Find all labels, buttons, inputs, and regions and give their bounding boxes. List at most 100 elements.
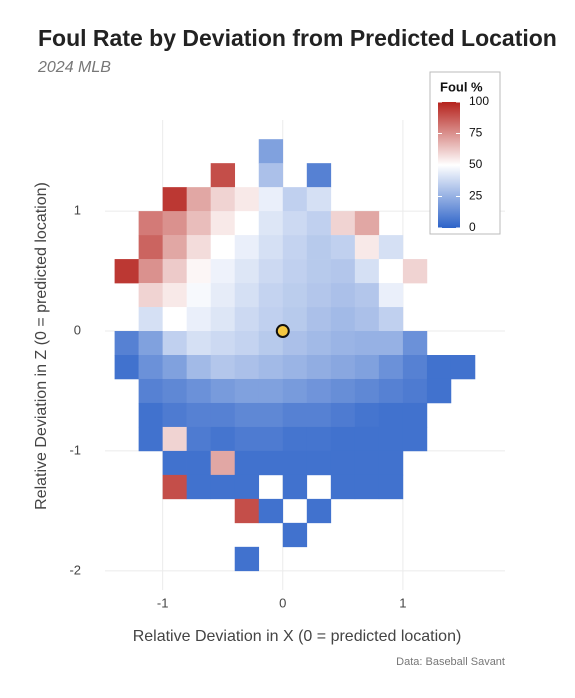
y-tick-label: 1	[74, 203, 81, 218]
heatmap-cell	[306, 163, 332, 188]
heatmap-cell	[186, 283, 212, 308]
heatmap-cell	[210, 402, 236, 428]
heatmap-cell	[210, 331, 236, 356]
heatmap-cell	[306, 402, 332, 428]
heatmap-cell	[402, 331, 428, 356]
heatmap-cell	[378, 450, 404, 476]
heatmap-cell	[378, 283, 404, 308]
heatmap-cell	[186, 211, 212, 236]
heatmap-cell	[330, 259, 356, 284]
heatmap-cell	[306, 355, 332, 380]
heatmap-cell	[402, 355, 428, 380]
heatmap-cell	[378, 474, 404, 500]
heatmap-cell	[234, 211, 260, 236]
heatmap-cell	[330, 378, 356, 404]
heatmap-cell	[234, 259, 260, 284]
heatmap-cell	[234, 187, 260, 212]
heatmap-cell	[282, 426, 308, 452]
heatmap-cell	[234, 307, 260, 332]
heatmap-cell	[114, 259, 139, 284]
heatmap-cell	[258, 498, 284, 524]
heatmap-cell	[282, 283, 308, 308]
y-tick-label: -1	[69, 442, 81, 457]
heatmap-cell	[162, 426, 187, 452]
heatmap-cell	[162, 402, 187, 428]
heatmap-cell	[162, 307, 187, 332]
heatmap-cell	[354, 450, 380, 476]
heatmap-cell	[282, 450, 308, 476]
heatmap-cell	[330, 235, 356, 260]
colorbar-label: 25	[469, 189, 483, 203]
heatmap-cell	[282, 211, 308, 236]
colorbar-label: 50	[469, 157, 483, 171]
heatmap-cell	[138, 211, 163, 236]
heatmap-cell	[282, 235, 308, 260]
heatmap-cell	[234, 450, 260, 476]
heatmap-cell	[258, 163, 284, 188]
y-axis-label: Relative Deviation in Z (0 = predicted l…	[33, 182, 50, 510]
heatmap-cell	[114, 355, 139, 380]
heatmap-cell	[402, 378, 428, 404]
heatmap-cell	[186, 378, 212, 404]
heatmap-cell	[354, 235, 380, 260]
heatmap-cell	[186, 187, 212, 212]
y-tick-label: -2	[69, 562, 81, 577]
heatmap-cell	[162, 187, 187, 212]
chart-subtitle: 2024 MLB	[37, 59, 111, 76]
heatmap-cell	[162, 450, 187, 476]
heatmap-cell	[450, 355, 476, 380]
heatmap-cell	[210, 307, 236, 332]
heatmap-cell	[354, 426, 380, 452]
heatmap-cell	[306, 211, 332, 236]
heatmap-cell	[426, 378, 452, 404]
caption: Data: Baseball Savant	[396, 656, 505, 668]
heatmap-cell	[234, 546, 260, 572]
legend-title: Foul %	[440, 79, 483, 94]
heatmap-cell	[186, 307, 212, 332]
heatmap-cell	[306, 307, 332, 332]
heatmap-cell	[210, 355, 236, 380]
heatmap-cell	[258, 426, 284, 452]
heatmap-cell	[186, 331, 212, 356]
colorbar-label: 0	[469, 220, 476, 234]
heatmap-cell	[330, 355, 356, 380]
predicted-location-marker	[275, 324, 290, 339]
heatmap-cell	[258, 378, 284, 404]
heatmap-cell	[282, 187, 308, 212]
heatmap-cell	[258, 355, 284, 380]
heatmap-cell	[354, 211, 380, 236]
heatmap-cell	[354, 307, 380, 332]
colorbar-label: 75	[469, 126, 483, 140]
heatmap-cell	[162, 211, 187, 236]
heatmap-cell	[186, 450, 212, 476]
heatmap-cell	[378, 235, 404, 260]
y-tick-label: 0	[74, 322, 81, 337]
heatmap	[114, 139, 476, 572]
heatmap-cell	[138, 426, 163, 452]
heatmap-cell	[162, 235, 187, 260]
heatmap-cell	[330, 474, 356, 500]
heatmap-cell	[234, 498, 260, 524]
heatmap-cell	[378, 402, 404, 428]
heatmap-cell	[426, 355, 452, 380]
heatmap-cell	[114, 331, 139, 356]
heatmap-cell	[210, 474, 236, 500]
heatmap-cell	[210, 283, 236, 308]
x-axis-label: Relative Deviation in X (0 = predicted l…	[133, 628, 462, 645]
heatmap-cell	[354, 474, 380, 500]
heatmap-cell	[186, 235, 212, 260]
heatmap-cell	[234, 283, 260, 308]
heatmap-cell	[330, 450, 356, 476]
heatmap-cell	[282, 378, 308, 404]
heatmap-cell	[186, 402, 212, 428]
heatmap-cell	[306, 259, 332, 284]
heatmap-cell	[186, 355, 212, 380]
heatmap-cell	[162, 283, 187, 308]
heatmap-cell	[258, 235, 284, 260]
heatmap-cell	[378, 331, 404, 356]
heatmap-cell	[138, 259, 163, 284]
heatmap-cell	[234, 235, 260, 260]
heatmap-cell	[162, 331, 187, 356]
heatmap-cell	[210, 259, 236, 284]
heatmap-cell	[330, 283, 356, 308]
